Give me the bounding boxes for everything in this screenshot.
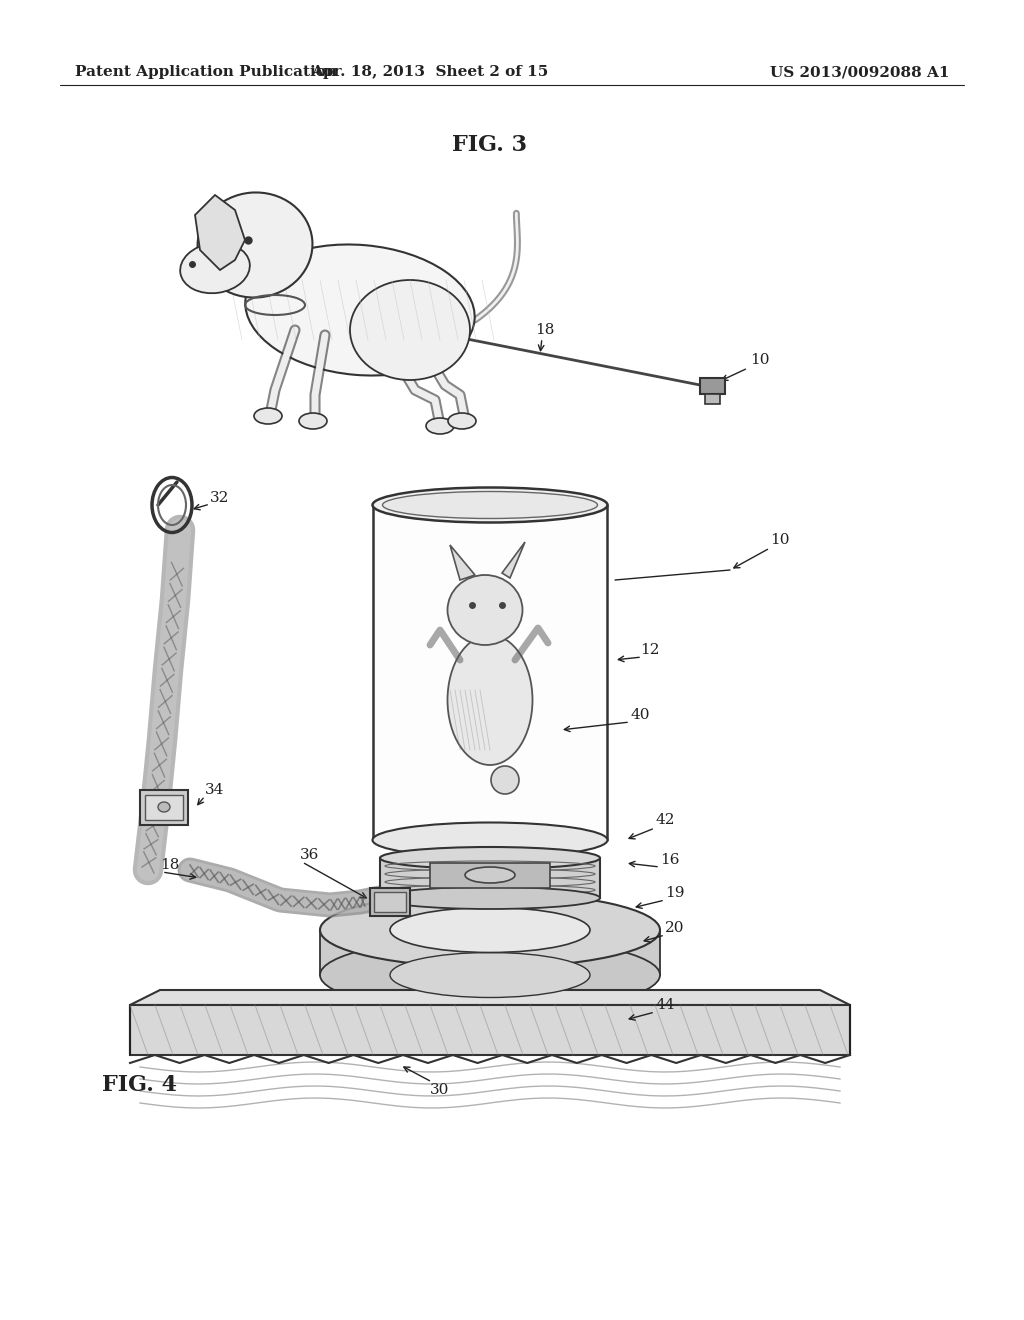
Ellipse shape xyxy=(449,413,476,429)
Text: 42: 42 xyxy=(655,813,675,828)
Ellipse shape xyxy=(246,244,475,375)
Text: 20: 20 xyxy=(666,921,685,935)
Polygon shape xyxy=(130,990,850,1005)
Text: 16: 16 xyxy=(660,853,680,867)
Polygon shape xyxy=(130,1005,850,1055)
Ellipse shape xyxy=(465,867,515,883)
Bar xyxy=(700,378,725,393)
Text: Apr. 18, 2013  Sheet 2 of 15: Apr. 18, 2013 Sheet 2 of 15 xyxy=(311,65,549,79)
Text: Patent Application Publication: Patent Application Publication xyxy=(75,65,337,79)
Bar xyxy=(140,789,188,825)
Bar xyxy=(374,506,607,840)
Ellipse shape xyxy=(390,953,590,998)
Polygon shape xyxy=(502,543,525,578)
Polygon shape xyxy=(450,545,475,579)
Text: 10: 10 xyxy=(770,533,790,546)
Text: 40: 40 xyxy=(630,708,650,722)
Ellipse shape xyxy=(373,487,607,523)
Ellipse shape xyxy=(380,847,600,869)
Ellipse shape xyxy=(426,418,454,434)
Text: 12: 12 xyxy=(640,643,659,657)
Ellipse shape xyxy=(447,635,532,766)
Ellipse shape xyxy=(158,803,170,812)
Polygon shape xyxy=(195,195,245,271)
Ellipse shape xyxy=(350,280,470,380)
Text: FIG. 3: FIG. 3 xyxy=(453,135,527,156)
Ellipse shape xyxy=(319,892,660,968)
Ellipse shape xyxy=(198,193,312,297)
Bar xyxy=(370,888,410,916)
Polygon shape xyxy=(319,931,660,975)
Text: FIG. 4: FIG. 4 xyxy=(102,1074,177,1096)
Ellipse shape xyxy=(254,408,282,424)
Ellipse shape xyxy=(380,887,600,909)
Bar xyxy=(430,863,550,888)
Text: 36: 36 xyxy=(300,847,319,862)
Ellipse shape xyxy=(180,243,250,293)
Text: 10: 10 xyxy=(751,352,770,367)
Polygon shape xyxy=(380,858,600,898)
Ellipse shape xyxy=(447,576,522,645)
Ellipse shape xyxy=(383,491,597,519)
Bar xyxy=(705,393,720,404)
Ellipse shape xyxy=(319,937,660,1012)
Text: 18: 18 xyxy=(161,858,179,873)
Ellipse shape xyxy=(299,413,327,429)
Ellipse shape xyxy=(490,766,519,795)
Text: 44: 44 xyxy=(655,998,675,1012)
Text: 19: 19 xyxy=(666,886,685,900)
Text: 18: 18 xyxy=(536,323,555,337)
Ellipse shape xyxy=(373,822,607,858)
Text: 34: 34 xyxy=(206,783,224,797)
Bar xyxy=(374,892,406,912)
Ellipse shape xyxy=(390,908,590,953)
Text: 30: 30 xyxy=(430,1082,450,1097)
Text: US 2013/0092088 A1: US 2013/0092088 A1 xyxy=(770,65,950,79)
Bar xyxy=(145,795,183,820)
Text: 32: 32 xyxy=(210,491,229,506)
